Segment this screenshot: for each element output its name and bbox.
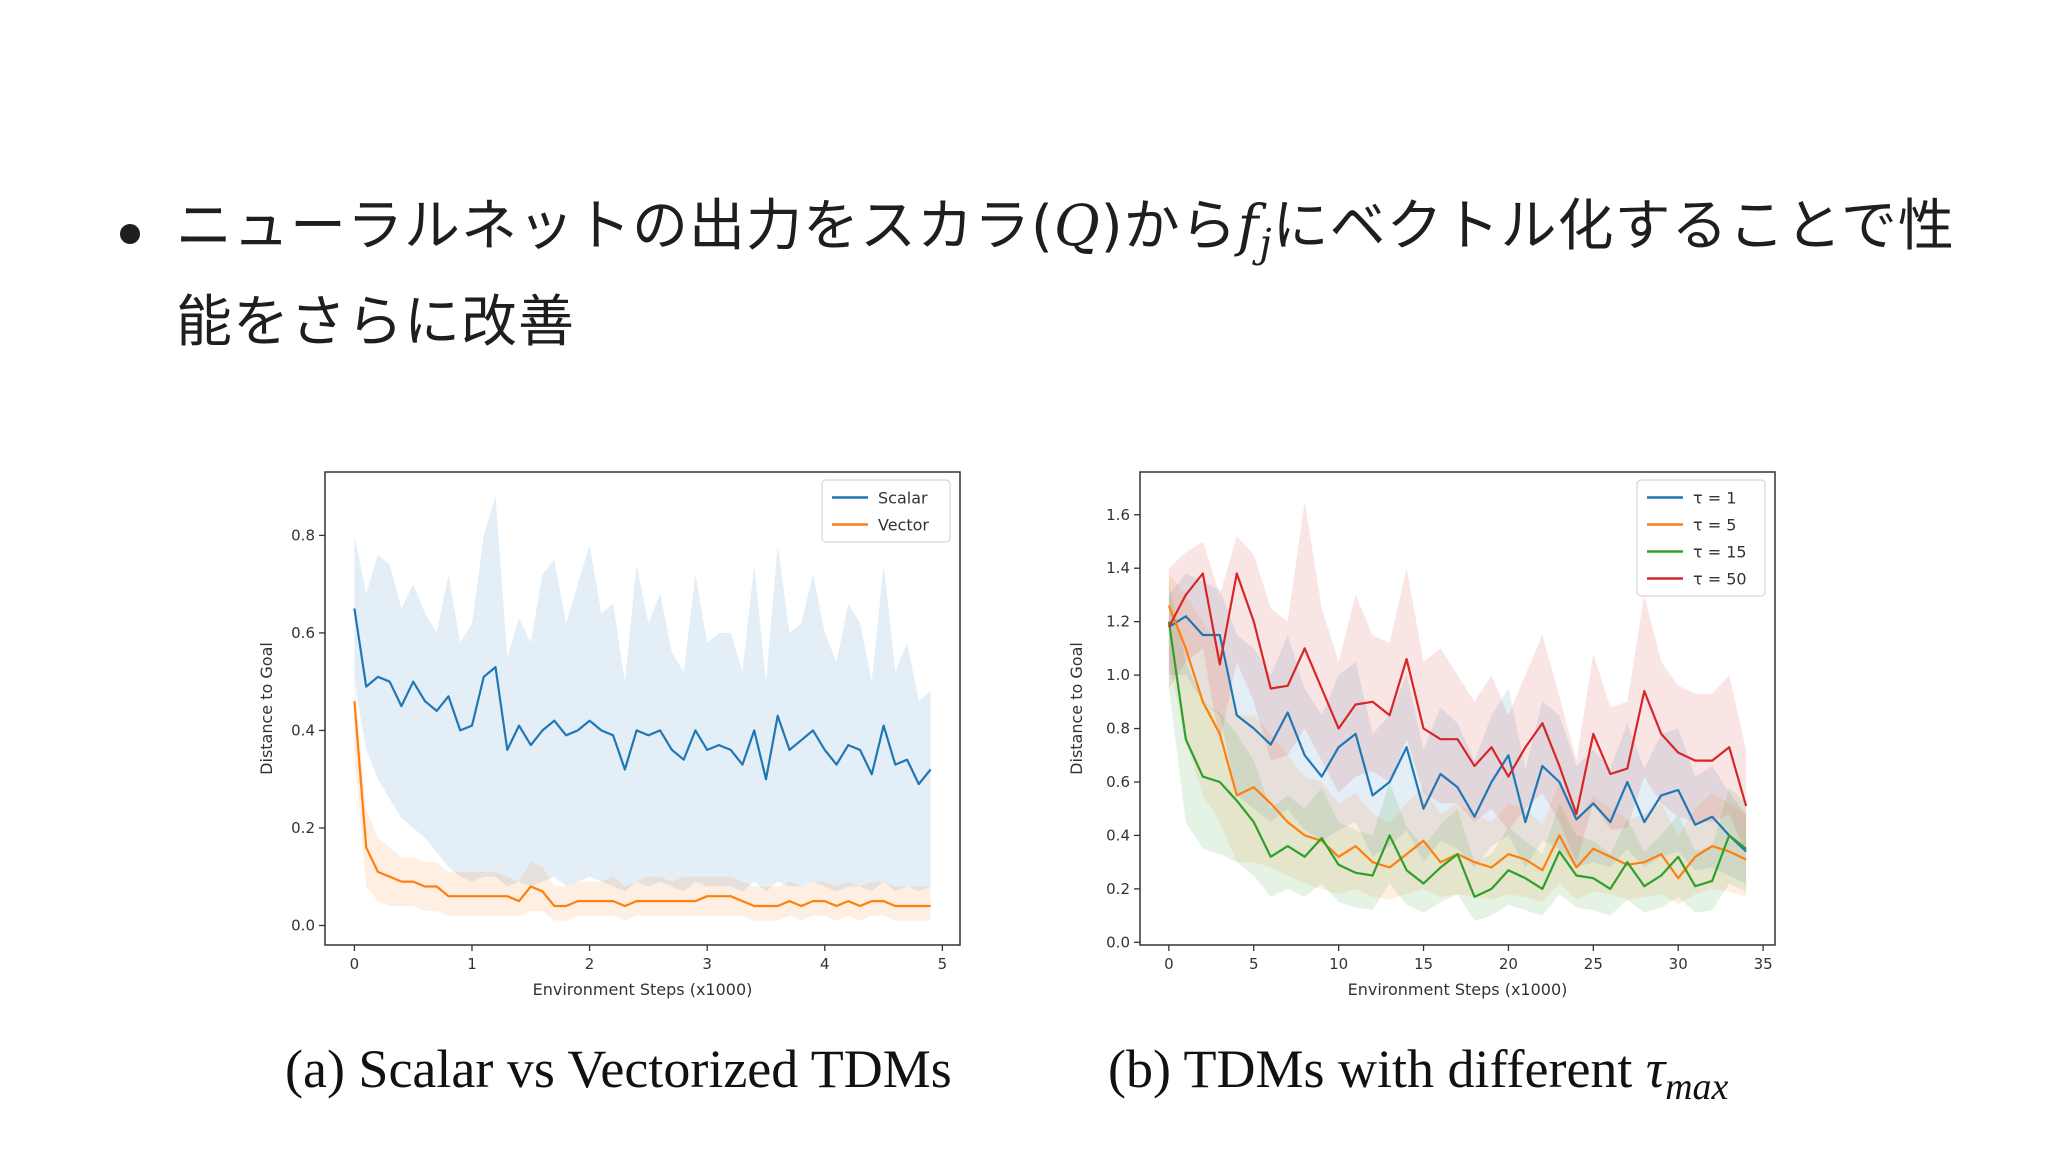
y-axis-label: Distance to Goal [1067,642,1086,775]
caption-b-text: (b) TDMs with different [1108,1039,1646,1099]
x-tick-label-1: 5 [1249,955,1259,973]
legend-label-1: τ = 5 [1693,516,1736,535]
x-tick-label-0: 0 [350,955,360,973]
x-tick-label-0: 0 [1164,955,1174,973]
x-tick-label-5: 25 [1584,955,1603,973]
confidence-band-1 [1168,573,1747,905]
caption-b: (b) TDMs with different τmax [1108,1038,1728,1109]
bullet-dot [120,224,140,244]
series-line-2 [1167,621,1747,898]
bullet-text-part-3: にベクトル化することで性能をさらに改善 [176,194,1955,356]
y-tick-label-4: 0.8 [1106,720,1130,738]
confidence-band-1 [354,681,931,921]
legend-label-3: τ = 50 [1693,570,1747,589]
caption-b-tau: τ [1645,1039,1666,1099]
series-line-0 [1168,615,1747,853]
chart-tau-comparison: 0 5 10 15 20 25 30 35 0.0 0.2 0.4 0.6 0.8 1.0 1.2 1.4 1.… [1067,471,1776,999]
x-tick-label-2: 2 [585,955,595,973]
plot-frame [1139,471,1776,946]
x-tick-label-3: 3 [702,955,712,973]
x-tick-label-2: 10 [1329,955,1348,973]
y-axis-label: Distance to Goal [257,642,276,775]
y-tick-label-4: 0.8 [291,526,315,544]
y-tick-label-1: 0.2 [1106,880,1130,898]
legend-box [1636,479,1766,597]
bullet-text: ニューラルネットの出力をスカラ(Q)からfjにベクトル化することで性能をさらに改… [176,188,1996,362]
x-tick-label-4: 4 [820,955,830,973]
legend: Scalar Vector [821,479,951,543]
y-tick-label-0: 0.0 [1106,933,1130,951]
y-tick-label-0: 0.0 [291,916,315,934]
bullet-text-part-1: ニューラルネットの出力をスカラ( [176,194,1054,259]
y-tick-label-1: 0.2 [291,819,315,837]
confidence-band-2 [1168,581,1747,921]
caption-a: (a) Scalar vs Vectorized TDMs [285,1038,952,1100]
x-tick-label-4: 20 [1499,955,1518,973]
y-tick-label-8: 1.6 [1106,506,1130,524]
y-tick-label-2: 0.4 [291,721,315,739]
bullet-text-part-2: )から [1100,194,1238,259]
chart-scalar-vs-vector: 0 1 2 3 4 5 0.0 0.2 0.4 0.6 0.8 Environment Steps (… [257,471,961,999]
x-tick-label-3: 15 [1414,955,1433,973]
caption-a-text: (a) Scalar vs Vectorized TDMs [285,1039,952,1099]
series-line-1 [353,701,931,908]
caption-b-sub: max [1665,1065,1729,1108]
y-tick-label-5: 1.0 [1106,666,1130,684]
y-tick-label-6: 1.2 [1106,613,1130,631]
series-line-0 [353,608,932,786]
confidence-band-0 [354,496,931,892]
x-axis-label: Environment Steps (x1000) [1348,980,1568,999]
confidence-band-0 [1168,573,1747,884]
plot-frame [324,471,961,946]
legend: τ = 1 τ = 5 τ = 15 τ = 50 [1636,479,1766,597]
legend-label-0: τ = 1 [1693,489,1736,508]
x-axis-label: Environment Steps (x1000) [533,980,753,999]
legend-box [821,479,951,543]
x-tick-label-6: 30 [1669,955,1688,973]
y-tick-label-7: 1.4 [1106,559,1130,577]
x-tick-label-5: 5 [938,955,948,973]
legend-label-1: Vector [878,516,929,535]
y-tick-label-3: 0.6 [291,624,315,642]
math-q: Q [1053,194,1101,259]
series-line-3 [1167,572,1748,816]
y-tick-label-3: 0.6 [1106,773,1130,791]
math-f: f [1237,194,1260,259]
math-f-j: fj [1237,194,1273,267]
y-tick-label-2: 0.4 [1106,826,1130,844]
x-tick-label-1: 1 [467,955,477,973]
x-tick-label-7: 35 [1754,955,1773,973]
math-j: j [1259,222,1273,268]
legend-label-0: Scalar [878,489,928,508]
legend-label-2: τ = 15 [1693,543,1747,562]
confidence-band-3 [1168,501,1747,863]
